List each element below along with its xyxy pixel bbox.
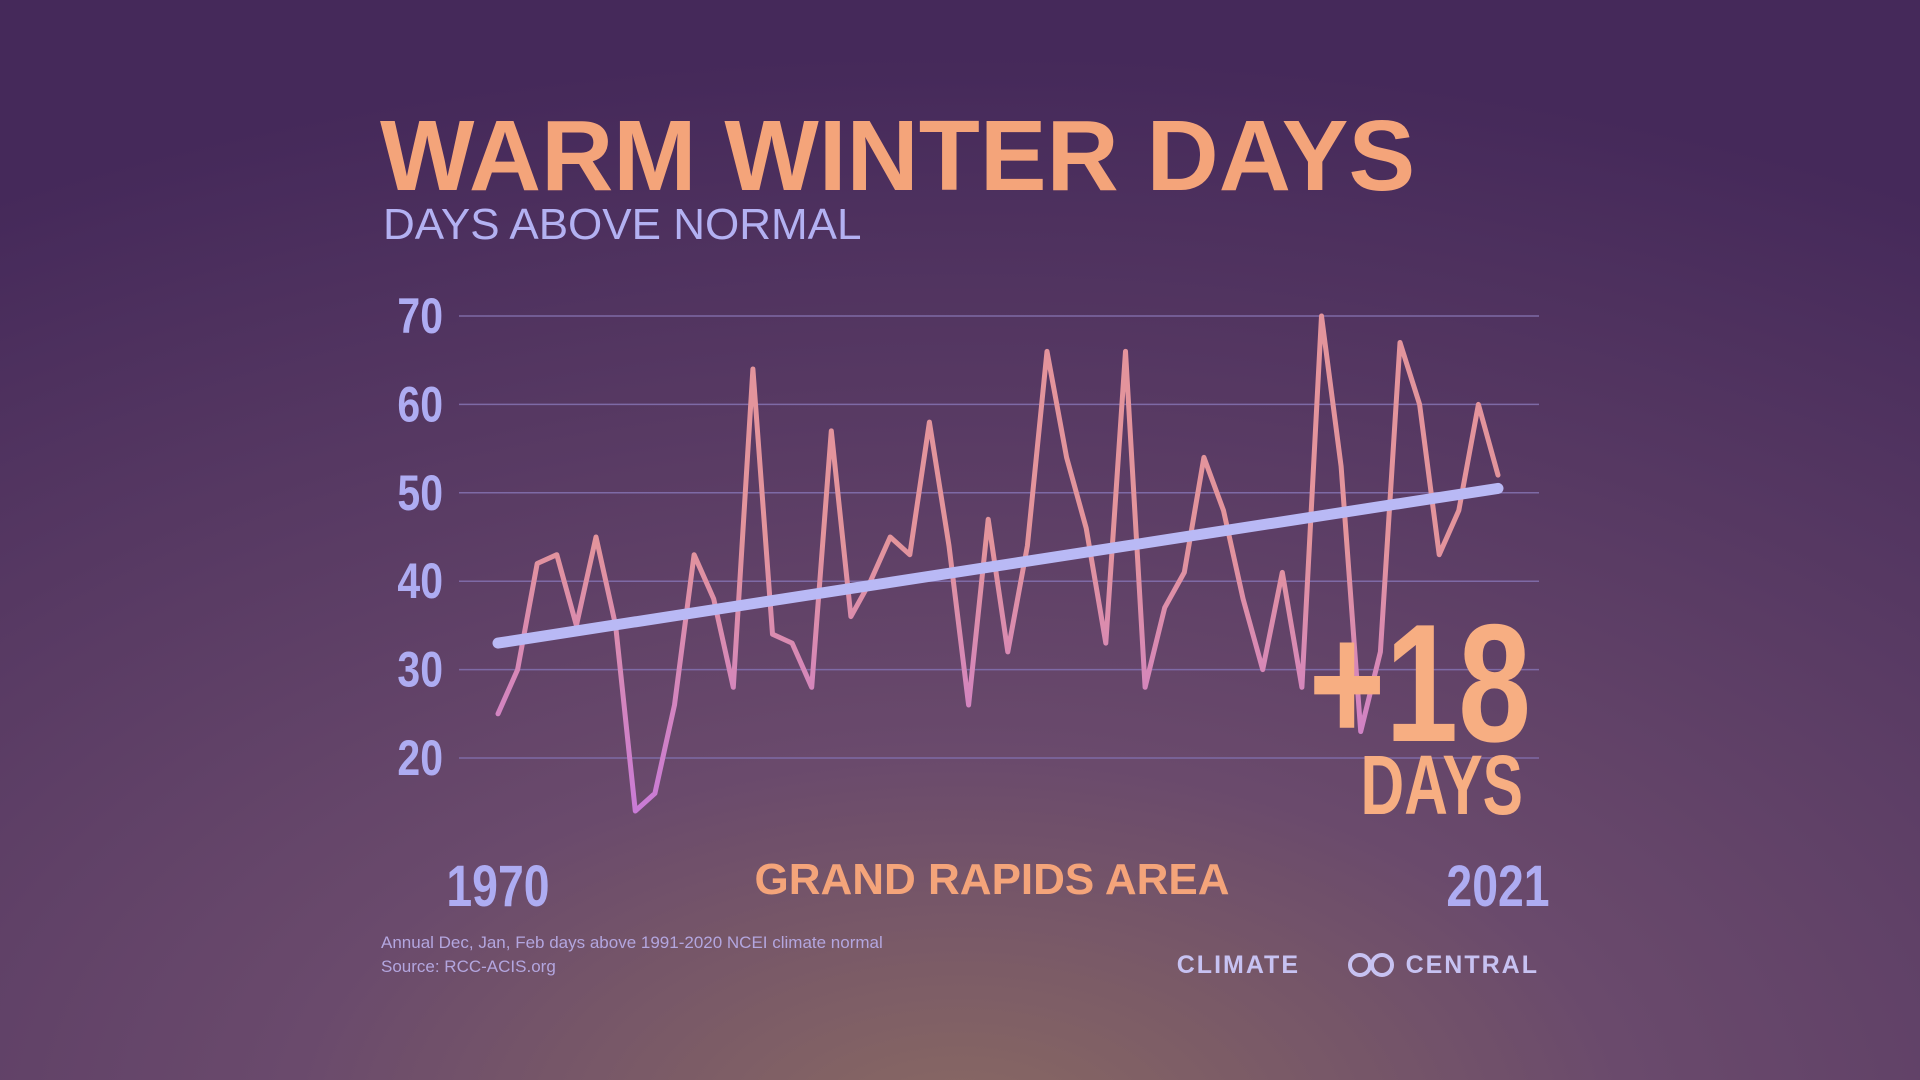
- logo-text: CENTRAL: [1406, 951, 1539, 979]
- y-tick-label: 20: [397, 730, 443, 786]
- logo-icon: [1348, 953, 1394, 977]
- x-tick-label: 2021: [1446, 854, 1549, 919]
- x-tick-label: 1970: [446, 854, 549, 919]
- annotation: DAYS: [1361, 738, 1523, 832]
- footnote: Source: RCC-ACIS.org: [381, 957, 556, 976]
- y-tick-label: 30: [397, 642, 443, 698]
- chart-title: WARM WINTER DAYS: [380, 100, 1415, 212]
- chart-subtitle: DAYS ABOVE NORMAL: [383, 200, 861, 249]
- y-tick-label: 40: [397, 553, 443, 609]
- y-tick-label: 70: [397, 288, 443, 344]
- footnote: Annual Dec, Jan, Feb days above 1991-202…: [381, 933, 883, 952]
- trend-line: [492, 482, 1504, 649]
- x-axis-label: GRAND RAPIDS AREA: [754, 855, 1229, 904]
- y-tick-label: 50: [397, 465, 443, 521]
- logo-text: CLIMATE: [1177, 951, 1300, 979]
- data-line: [495, 313, 1501, 814]
- plot: 20 30 40 50 60 70 1970 2021: [397, 288, 1549, 919]
- y-tick-label: 60: [397, 377, 443, 433]
- annotation: +18: [1309, 589, 1531, 776]
